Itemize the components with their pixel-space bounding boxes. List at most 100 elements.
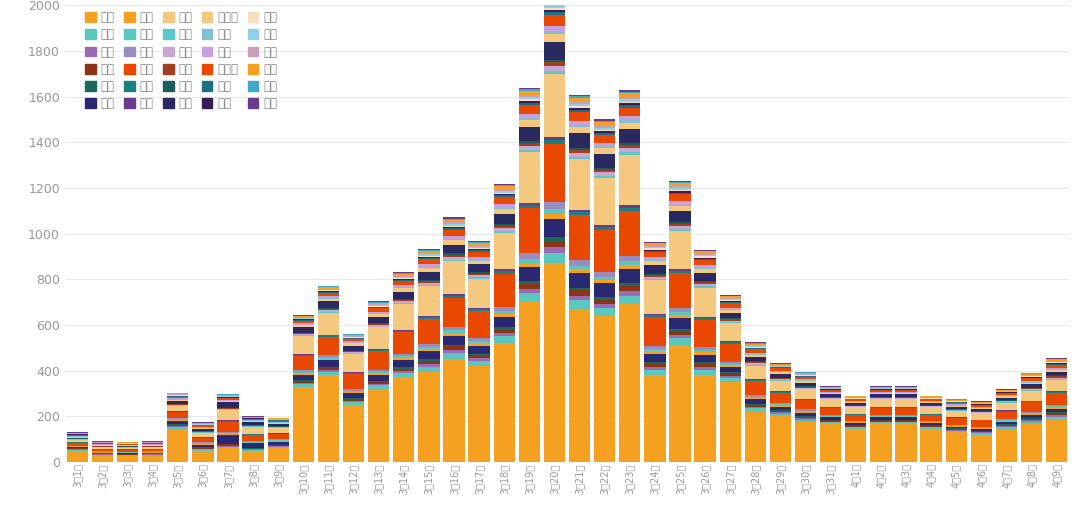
Bar <box>67 448 89 449</box>
Bar <box>945 411 967 417</box>
Bar <box>996 419 1017 420</box>
Bar <box>845 422 866 423</box>
Bar <box>670 224 691 226</box>
Bar <box>318 337 339 355</box>
Bar <box>167 429 189 462</box>
Bar <box>342 373 364 374</box>
Bar <box>268 441 289 442</box>
Bar <box>719 308 741 309</box>
Bar <box>141 447 163 449</box>
Bar <box>644 364 665 367</box>
Bar <box>1021 376 1042 377</box>
Bar <box>418 283 440 285</box>
Bar <box>1021 421 1042 422</box>
Bar <box>744 348 766 349</box>
Bar <box>293 323 314 324</box>
Bar <box>1021 375 1042 376</box>
Bar <box>870 415 892 416</box>
Bar <box>368 302 390 304</box>
Bar <box>670 229 691 231</box>
Bar <box>619 286 640 291</box>
Bar <box>543 12 565 15</box>
Bar <box>268 439 289 440</box>
Bar <box>945 427 967 428</box>
Bar <box>569 125 591 127</box>
Bar <box>820 417 841 420</box>
Bar <box>1045 417 1067 420</box>
Bar <box>67 450 89 462</box>
Bar <box>694 352 716 355</box>
Bar <box>518 284 540 289</box>
Bar <box>744 398 766 400</box>
Bar <box>469 343 490 346</box>
Bar <box>318 360 339 367</box>
Bar <box>368 304 390 305</box>
Bar <box>293 318 314 319</box>
Bar <box>293 325 314 327</box>
Bar <box>1021 401 1042 402</box>
Bar <box>342 391 364 392</box>
Bar <box>920 407 942 414</box>
Bar <box>469 242 490 243</box>
Bar <box>494 204 515 207</box>
Bar <box>895 424 917 462</box>
Bar <box>268 434 289 439</box>
Bar <box>418 250 440 253</box>
Bar <box>870 387 892 388</box>
Bar <box>518 262 540 267</box>
Bar <box>820 420 841 421</box>
Bar <box>217 434 239 435</box>
Bar <box>217 422 239 432</box>
Bar <box>670 182 691 183</box>
Bar <box>1021 419 1042 421</box>
Bar <box>619 291 640 296</box>
Bar <box>518 106 540 114</box>
Bar <box>494 307 515 311</box>
Bar <box>543 34 565 41</box>
Bar <box>644 246 665 247</box>
Bar <box>393 360 415 367</box>
Bar <box>293 381 314 383</box>
Bar <box>443 346 464 350</box>
Bar <box>242 450 264 462</box>
Bar <box>393 304 415 330</box>
Bar <box>569 104 591 106</box>
Bar <box>569 296 591 300</box>
Bar <box>996 424 1017 425</box>
Bar <box>619 304 640 462</box>
Bar <box>141 445 163 446</box>
Bar <box>795 400 816 410</box>
Bar <box>518 302 540 462</box>
Bar <box>670 202 691 205</box>
Bar <box>569 127 591 133</box>
Bar <box>644 315 665 317</box>
Bar <box>418 349 440 351</box>
Bar <box>494 197 515 204</box>
Bar <box>192 428 214 430</box>
Bar <box>870 390 892 392</box>
Bar <box>494 214 515 224</box>
Bar <box>192 433 214 437</box>
Bar <box>318 290 339 291</box>
Bar <box>393 287 415 288</box>
Bar <box>996 421 1017 422</box>
Bar <box>318 372 339 375</box>
Bar <box>1045 364 1067 365</box>
Bar <box>744 349 766 353</box>
Bar <box>393 300 415 301</box>
Bar <box>920 401 942 402</box>
Bar <box>619 108 640 117</box>
Bar <box>694 364 716 367</box>
Bar <box>719 372 741 373</box>
Bar <box>694 259 716 260</box>
Bar <box>971 432 993 433</box>
Bar <box>770 380 792 381</box>
Bar <box>945 429 967 430</box>
Bar <box>368 385 390 389</box>
Bar <box>644 251 665 252</box>
Bar <box>318 289 339 290</box>
Bar <box>167 397 189 398</box>
Bar <box>744 381 766 395</box>
Bar <box>619 99 640 102</box>
Bar <box>368 381 390 382</box>
